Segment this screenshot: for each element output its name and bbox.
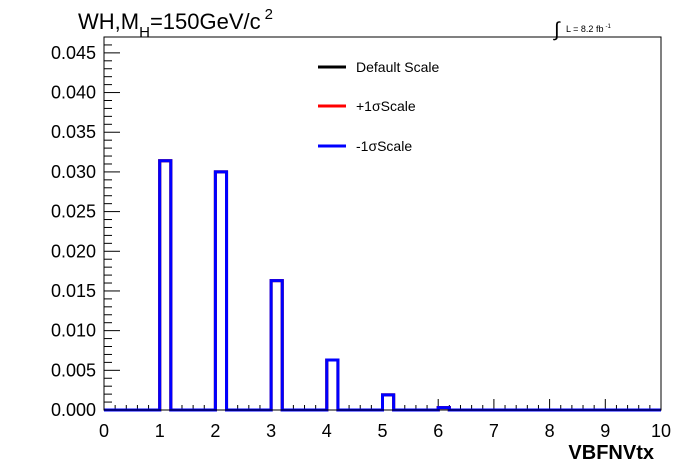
x-tick-label: 6 <box>433 421 443 441</box>
title-rest: =150GeV/c <box>150 9 261 34</box>
y-tick-label: 0.020 <box>51 241 96 261</box>
x-tick-label: 0 <box>99 421 109 441</box>
title-main: WH,M <box>78 9 139 34</box>
y-tick-label: 0.015 <box>51 281 96 301</box>
title-superscript: 2 <box>265 6 273 23</box>
y-tick-label: 0.035 <box>51 122 96 142</box>
legend: Default Scale +1σScale -1σScale <box>318 59 439 154</box>
x-tick-label: 10 <box>651 421 671 441</box>
y-tick-label: 0.000 <box>51 400 96 420</box>
luminosity-label: ∫ L = 8.2 fb -1 <box>553 19 611 41</box>
legend-label-plus-1sigma: +1σScale <box>356 98 416 114</box>
x-tick-label: 7 <box>489 421 499 441</box>
legend-label-minus-1sigma: -1σScale <box>356 138 412 154</box>
y-tick-label: 0.005 <box>51 360 96 380</box>
x-tick-label: 9 <box>600 421 610 441</box>
integral-symbol: ∫ <box>553 19 561 41</box>
x-tick-label: 8 <box>545 421 555 441</box>
y-tick-label: 0.045 <box>51 43 96 63</box>
y-tick-label: 0.030 <box>51 162 96 182</box>
plot-frame <box>103 36 662 411</box>
x-tick-label: 3 <box>266 421 276 441</box>
lumi-text: L = 8.2 fb -1 <box>566 24 611 34</box>
axes: 0 1 2 3 4 5 6 7 8 9 10 0.000 0.005 0.010 0.015 0.020 0.0… <box>51 36 671 441</box>
x-tick-label: 2 <box>210 421 220 441</box>
title-subscript: H <box>139 24 150 41</box>
y-tick-label: 0.010 <box>51 321 96 341</box>
y-tick-label: 0.025 <box>51 202 96 222</box>
chart-title: WH,MH=150GeV/c 2 <box>78 6 273 41</box>
x-axis-label: VBFNVtx <box>568 442 654 464</box>
x-tick-label: 4 <box>322 421 332 441</box>
legend-label-default-scale: Default Scale <box>356 59 439 75</box>
x-tick-label: 1 <box>155 421 165 441</box>
x-tick-label: 5 <box>377 421 387 441</box>
y-tick-label: 0.040 <box>51 83 96 103</box>
